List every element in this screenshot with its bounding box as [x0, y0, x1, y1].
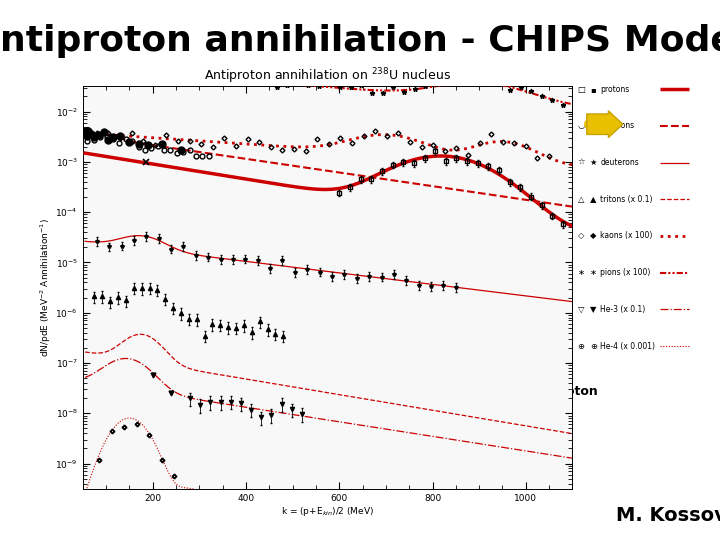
Text: □: □ — [577, 85, 585, 93]
Text: ★: ★ — [590, 158, 597, 167]
Text: ⊕: ⊕ — [577, 342, 585, 350]
Text: K: K — [392, 244, 402, 259]
Title: Antiproton annihilation on $^{238}$U nucleus: Antiproton annihilation on $^{238}$U nuc… — [204, 67, 451, 86]
Text: ◆: ◆ — [590, 232, 597, 240]
Text: proton: proton — [551, 385, 598, 398]
Text: ☆: ☆ — [577, 158, 585, 167]
Text: ▪: ▪ — [590, 85, 596, 93]
Text: ▼: ▼ — [590, 305, 597, 314]
Text: ∗: ∗ — [590, 268, 597, 277]
Text: neutron: neutron — [115, 110, 171, 123]
Text: He-3: He-3 — [317, 426, 349, 438]
Y-axis label: dN/pdE (MeV$^{-2}$ Annihilation$^{-1}$): dN/pdE (MeV$^{-2}$ Annihilation$^{-1}$) — [38, 218, 53, 357]
X-axis label: k = (p+E$_{kin}$)/2 (MeV): k = (p+E$_{kin}$)/2 (MeV) — [281, 505, 374, 518]
Text: ◇: ◇ — [577, 232, 585, 240]
Text: π: π — [342, 173, 351, 188]
FancyArrow shape — [587, 111, 623, 138]
Text: pions (x 100): pions (x 100) — [600, 268, 651, 277]
Text: He-4: He-4 — [202, 426, 234, 438]
Text: protons: protons — [600, 85, 630, 93]
Text: deuteron: deuteron — [407, 339, 471, 352]
Text: neutrons: neutrons — [600, 122, 634, 130]
Text: ∗: ∗ — [577, 268, 585, 277]
Text: x: x — [126, 160, 132, 170]
Text: triton: triton — [122, 293, 162, 306]
Text: ▽: ▽ — [577, 305, 585, 314]
Text: deuterons: deuterons — [600, 158, 639, 167]
Text: He-4 (x 0.001): He-4 (x 0.001) — [600, 342, 655, 350]
Text: ⊕: ⊕ — [590, 342, 597, 350]
Text: He-3 (x 0.1): He-3 (x 0.1) — [600, 305, 646, 314]
Text: ▲: ▲ — [590, 195, 597, 204]
Text: ◡: ◡ — [577, 122, 585, 130]
Text: ●: ● — [590, 122, 597, 130]
Text: Antiproton annihilation - CHIPS Model: Antiproton annihilation - CHIPS Model — [0, 24, 720, 58]
Text: M. Kossov: M. Kossov — [616, 506, 720, 525]
Text: △: △ — [577, 195, 585, 204]
Text: kaons (x 100): kaons (x 100) — [600, 232, 653, 240]
Text: tritons (x 0.1): tritons (x 0.1) — [600, 195, 653, 204]
